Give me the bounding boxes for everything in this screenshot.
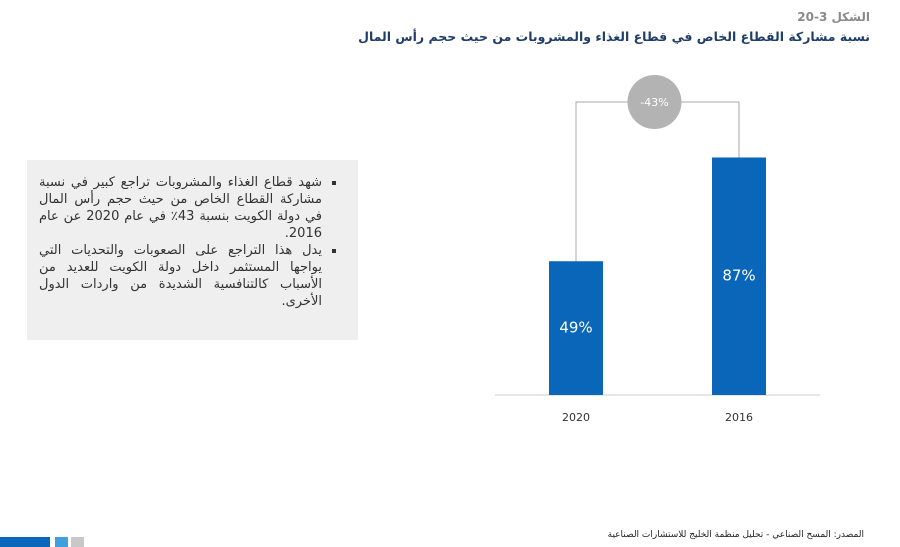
page-block: [71, 537, 84, 547]
bullet: شهد قطاع الغذاء والمشروبات تراجع كبير في…: [39, 174, 322, 242]
x-tick-label: 2020: [562, 411, 590, 424]
text-box: شهد قطاع الغذاء والمشروبات تراجع كبير في…: [27, 160, 358, 340]
bar: [712, 157, 766, 395]
source: المصدر: المسح الصناعي - تحليل منظمة الخل…: [607, 530, 864, 540]
page-block: [55, 537, 68, 547]
change-label: -43%: [640, 96, 668, 109]
page-block: [0, 537, 50, 547]
value-label: 87%: [722, 267, 755, 285]
bullet-list: شهد قطاع الغذاء والمشروبات تراجع كبير في…: [39, 174, 342, 310]
bar: [549, 261, 603, 395]
value-label: 49%: [559, 319, 592, 337]
bullet: يدل هذا التراجع على الصعوبات والتحديات ا…: [39, 242, 322, 310]
x-tick-label: 2016: [725, 411, 753, 424]
figure-label: الشكل 3-20: [797, 10, 870, 24]
change-badge: [627, 75, 682, 129]
chart-title: نسبة مشاركة القطاع الخاص في قطاع الغذاء …: [358, 29, 870, 44]
